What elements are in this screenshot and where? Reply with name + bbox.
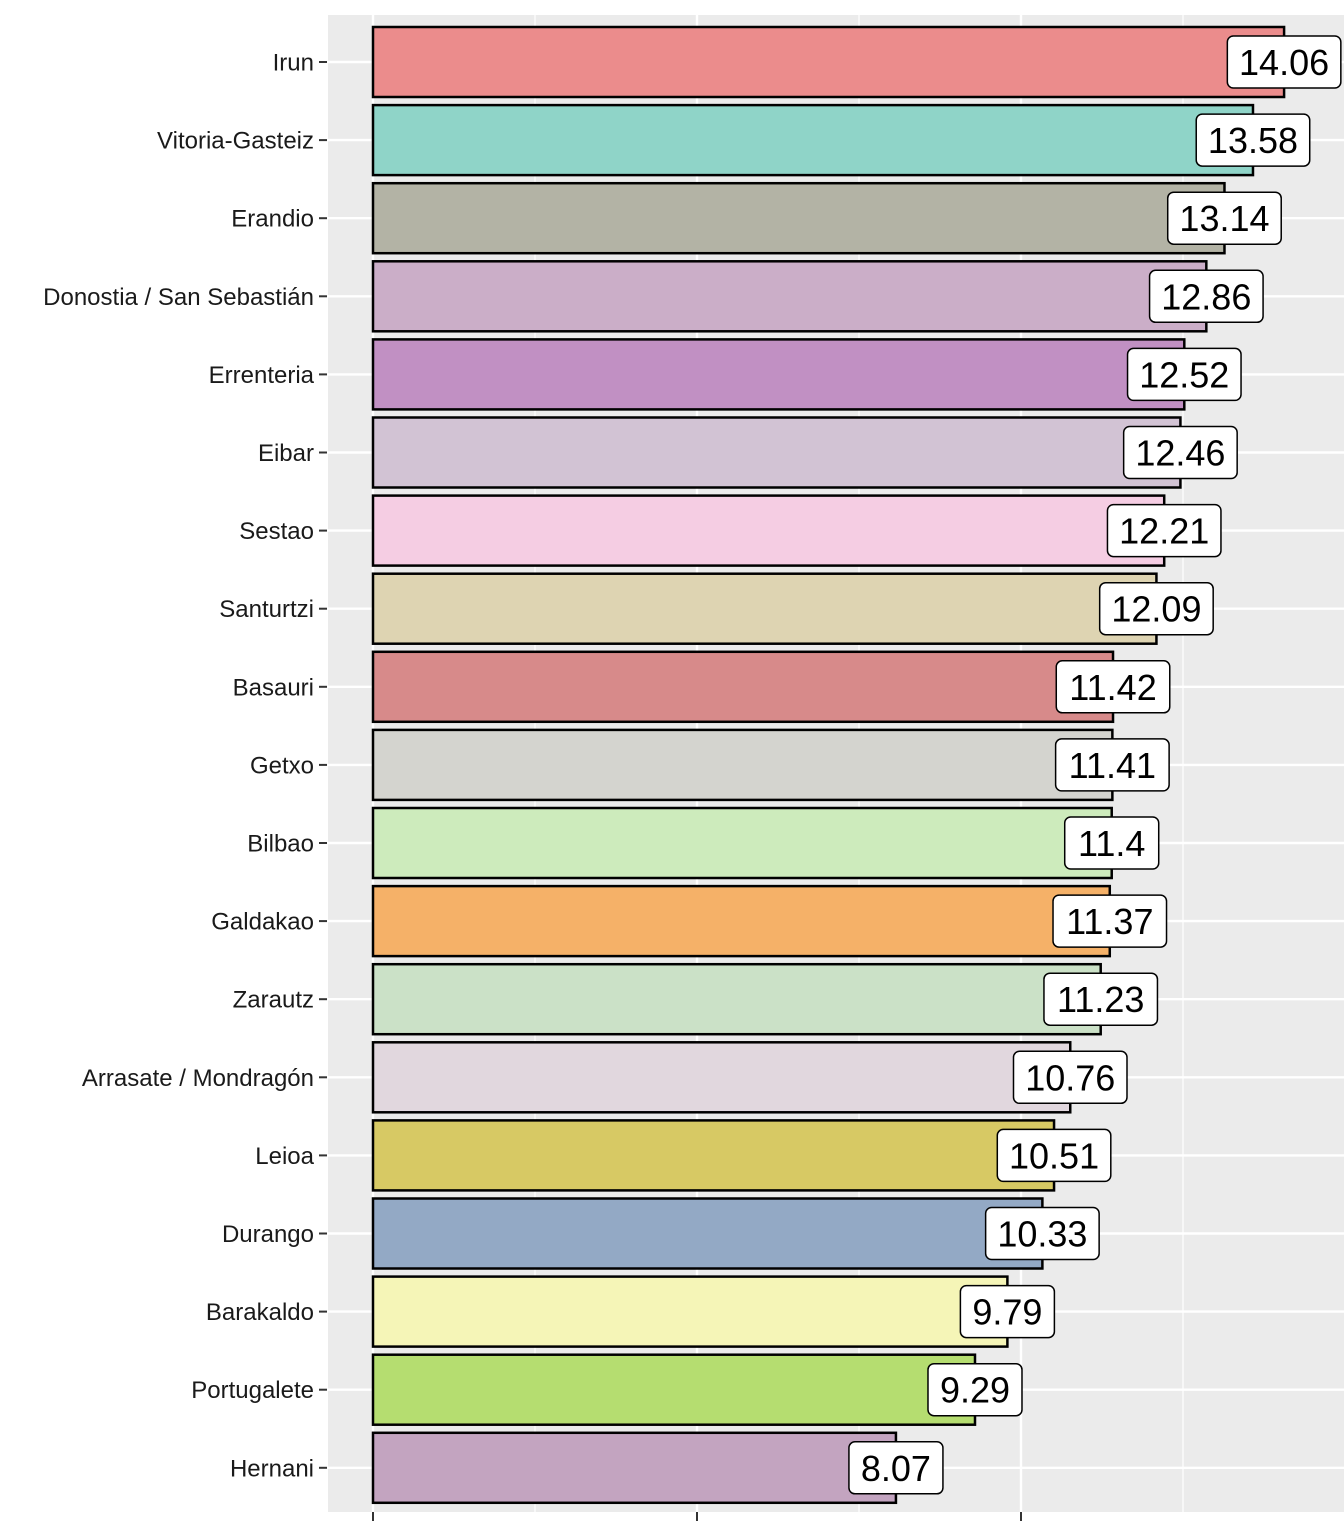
value-label: 12.21 [1119,511,1209,552]
bar [371,416,1182,489]
y-tick-label: Arrasate / Mondragón [82,1065,314,1092]
value-label-box [1226,35,1342,89]
bar [371,1353,977,1426]
y-tick-label: Galdakao [211,909,314,936]
value-labels: 14.06 13.58 13.14 12.86 12.52 12.46 12.21 12.09… [848,35,1342,1495]
y-tick-label: Barakaldo [206,1299,314,1326]
value-label: 11.37 [1066,901,1153,942]
value-label: 10.33 [997,1214,1087,1255]
value-label-box [959,1284,1056,1339]
bar [371,260,1208,333]
bar [371,572,1158,645]
bar [371,962,1102,1036]
value-label: 11.41 [1069,745,1156,786]
bar [371,884,1112,958]
y-tick-label: Bilbao [247,831,314,858]
bar [371,1431,898,1505]
y-tick-label: Sestao [239,518,314,545]
value-label-box [1148,269,1264,324]
value-label-box [1063,816,1160,870]
value-label-box [996,1128,1112,1183]
y-tick-label: Durango [222,1221,314,1248]
bar [371,494,1166,567]
bar [371,181,1226,255]
value-label: 11.42 [1069,667,1156,708]
x-axis [372,1512,1022,1521]
y-tick-label: Hernani [230,1455,314,1482]
bar [371,1197,1044,1270]
bar [371,103,1255,177]
value-label-box [1126,347,1242,402]
bar [371,650,1115,724]
value-label: 12.86 [1161,276,1251,317]
bars [371,25,1286,1505]
value-label: 10.76 [1025,1057,1115,1098]
value-label-box [1043,972,1159,1026]
value-label-box [1012,1050,1128,1105]
y-tick-label: Portugalete [191,1377,314,1404]
value-label: 11.4 [1078,823,1145,864]
bar [371,25,1286,99]
y-tick-label: Basauri [233,674,314,701]
y-axis: Irun Vitoria-Gasteiz Erandio Donostia / San… [43,50,327,1482]
value-label: 13.14 [1179,198,1269,239]
y-tick-label: Erandio [231,206,314,233]
value-label-box [1098,581,1214,636]
value-label: 12.52 [1139,354,1229,395]
value-label-box [984,1206,1100,1261]
value-label: 12.46 [1135,433,1225,474]
value-label-box [1195,113,1311,167]
value-label: 11.23 [1057,979,1144,1020]
value-label: 9.29 [940,1370,1010,1411]
value-label: 14.06 [1239,42,1329,83]
y-tick-label: Leioa [255,1143,314,1170]
y-tick-label: Vitoria-Gasteiz [157,128,314,155]
bar [371,338,1186,411]
value-label-box [1052,894,1168,948]
value-label: 13.58 [1208,120,1298,161]
y-tick-label: Donostia / San Sebastián [43,284,314,311]
value-label-box [1054,738,1170,792]
value-label: 10.51 [1009,1135,1099,1176]
bar [371,806,1113,880]
value-label-box [927,1362,1023,1417]
y-tick-label: Eibar [258,440,314,467]
value-label-box [1166,191,1282,245]
y-tick-label: Irun [273,50,314,77]
y-tick-label: Errenteria [209,362,315,389]
value-label: 9.79 [972,1292,1042,1333]
value-label: 12.09 [1111,589,1201,630]
value-label-box [1122,425,1238,480]
y-tick-label: Santurtzi [219,596,314,623]
bar [371,728,1114,802]
value-label-box [1106,503,1222,558]
y-tick-label: Getxo [250,752,314,779]
value-label: 8.07 [861,1448,931,1489]
y-tick-label: Zarautz [233,987,314,1014]
bar [371,1041,1072,1114]
bar [371,1275,1009,1348]
value-label-box [1055,660,1171,714]
value-label-box [848,1441,944,1495]
bar [371,1119,1056,1192]
